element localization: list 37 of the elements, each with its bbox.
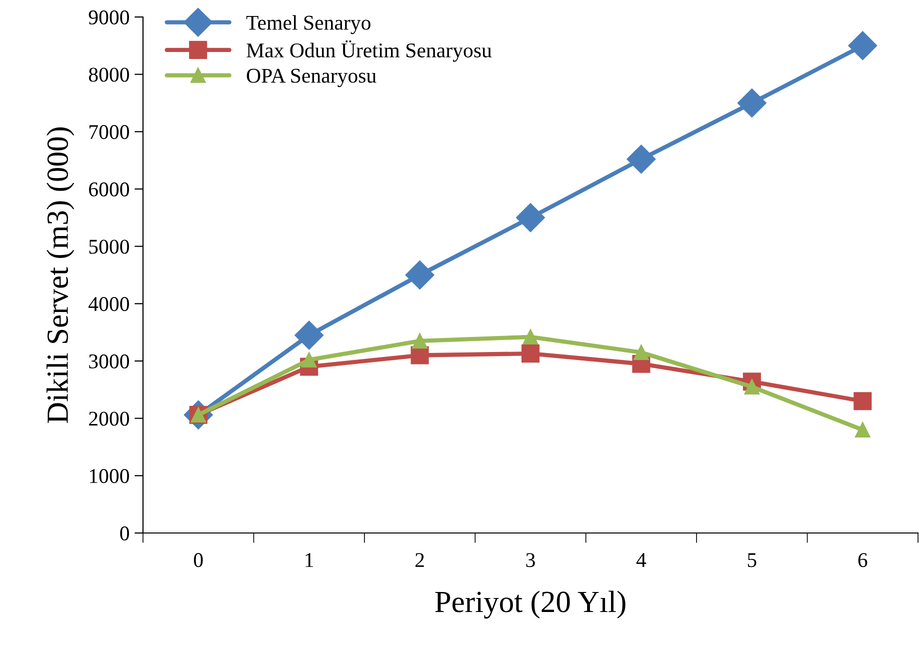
x-tick-label: 3 (526, 553, 535, 568)
y-tick-label: 2000 (89, 412, 130, 426)
x-tick-label: 4 (636, 553, 646, 567)
point (405, 260, 434, 290)
point (634, 344, 649, 360)
point (412, 333, 428, 349)
point (848, 31, 878, 60)
y-axis-title: Dikili Servet (m3) (000) (46, 127, 74, 424)
point (516, 203, 545, 232)
y-tick-label: 8000 (88, 68, 130, 82)
point (737, 88, 766, 118)
point (521, 344, 540, 363)
point (301, 352, 317, 368)
legend-label: OPA Senaryosu (246, 68, 376, 88)
point (626, 144, 656, 174)
x-axis-title: Periyot (20 Yıl) (435, 590, 626, 619)
point (522, 329, 538, 345)
y-tick-label: 0 (120, 526, 130, 540)
x-tick-label: 0 (194, 553, 203, 568)
point (744, 379, 760, 394)
x-tick-label: 6 (858, 553, 868, 568)
y-tick-label: 7000 (90, 125, 130, 140)
point (854, 392, 872, 410)
point (294, 320, 324, 350)
y-tick-label: 6000 (89, 182, 130, 196)
x-tick-label: 5 (748, 553, 756, 568)
y-tick-label: 9000 (88, 10, 130, 24)
y-tick-label: 1000 (90, 469, 130, 484)
point (855, 422, 870, 438)
point (410, 346, 429, 364)
y-tick-label: 4000 (88, 297, 130, 312)
y-tick-label: 3000 (89, 354, 130, 368)
y-tick-label: 5000 (89, 240, 130, 254)
x-tick-label: 1 (306, 553, 314, 567)
legend-label: Max Odun Üretim Senaryosu (246, 40, 492, 62)
x-tick-label: 2 (415, 553, 424, 567)
legend-label: Temel Senaryo (246, 15, 370, 34)
